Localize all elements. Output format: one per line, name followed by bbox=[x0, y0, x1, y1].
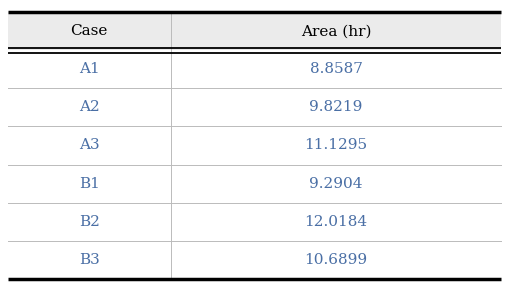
Bar bbox=[8, 12, 501, 50]
Text: A2: A2 bbox=[79, 100, 99, 114]
Text: Area (hr): Area (hr) bbox=[301, 24, 371, 38]
Text: 12.0184: 12.0184 bbox=[304, 215, 367, 229]
Text: A1: A1 bbox=[79, 62, 99, 76]
Text: B3: B3 bbox=[79, 253, 99, 267]
Text: 11.1295: 11.1295 bbox=[304, 139, 367, 152]
Text: 9.2904: 9.2904 bbox=[309, 177, 363, 191]
Text: 8.8587: 8.8587 bbox=[309, 62, 362, 76]
Text: Case: Case bbox=[70, 24, 108, 38]
Text: 9.8219: 9.8219 bbox=[309, 100, 362, 114]
Text: B2: B2 bbox=[79, 215, 100, 229]
Text: B1: B1 bbox=[79, 177, 100, 191]
Text: A3: A3 bbox=[79, 139, 99, 152]
Text: 10.6899: 10.6899 bbox=[304, 253, 367, 267]
